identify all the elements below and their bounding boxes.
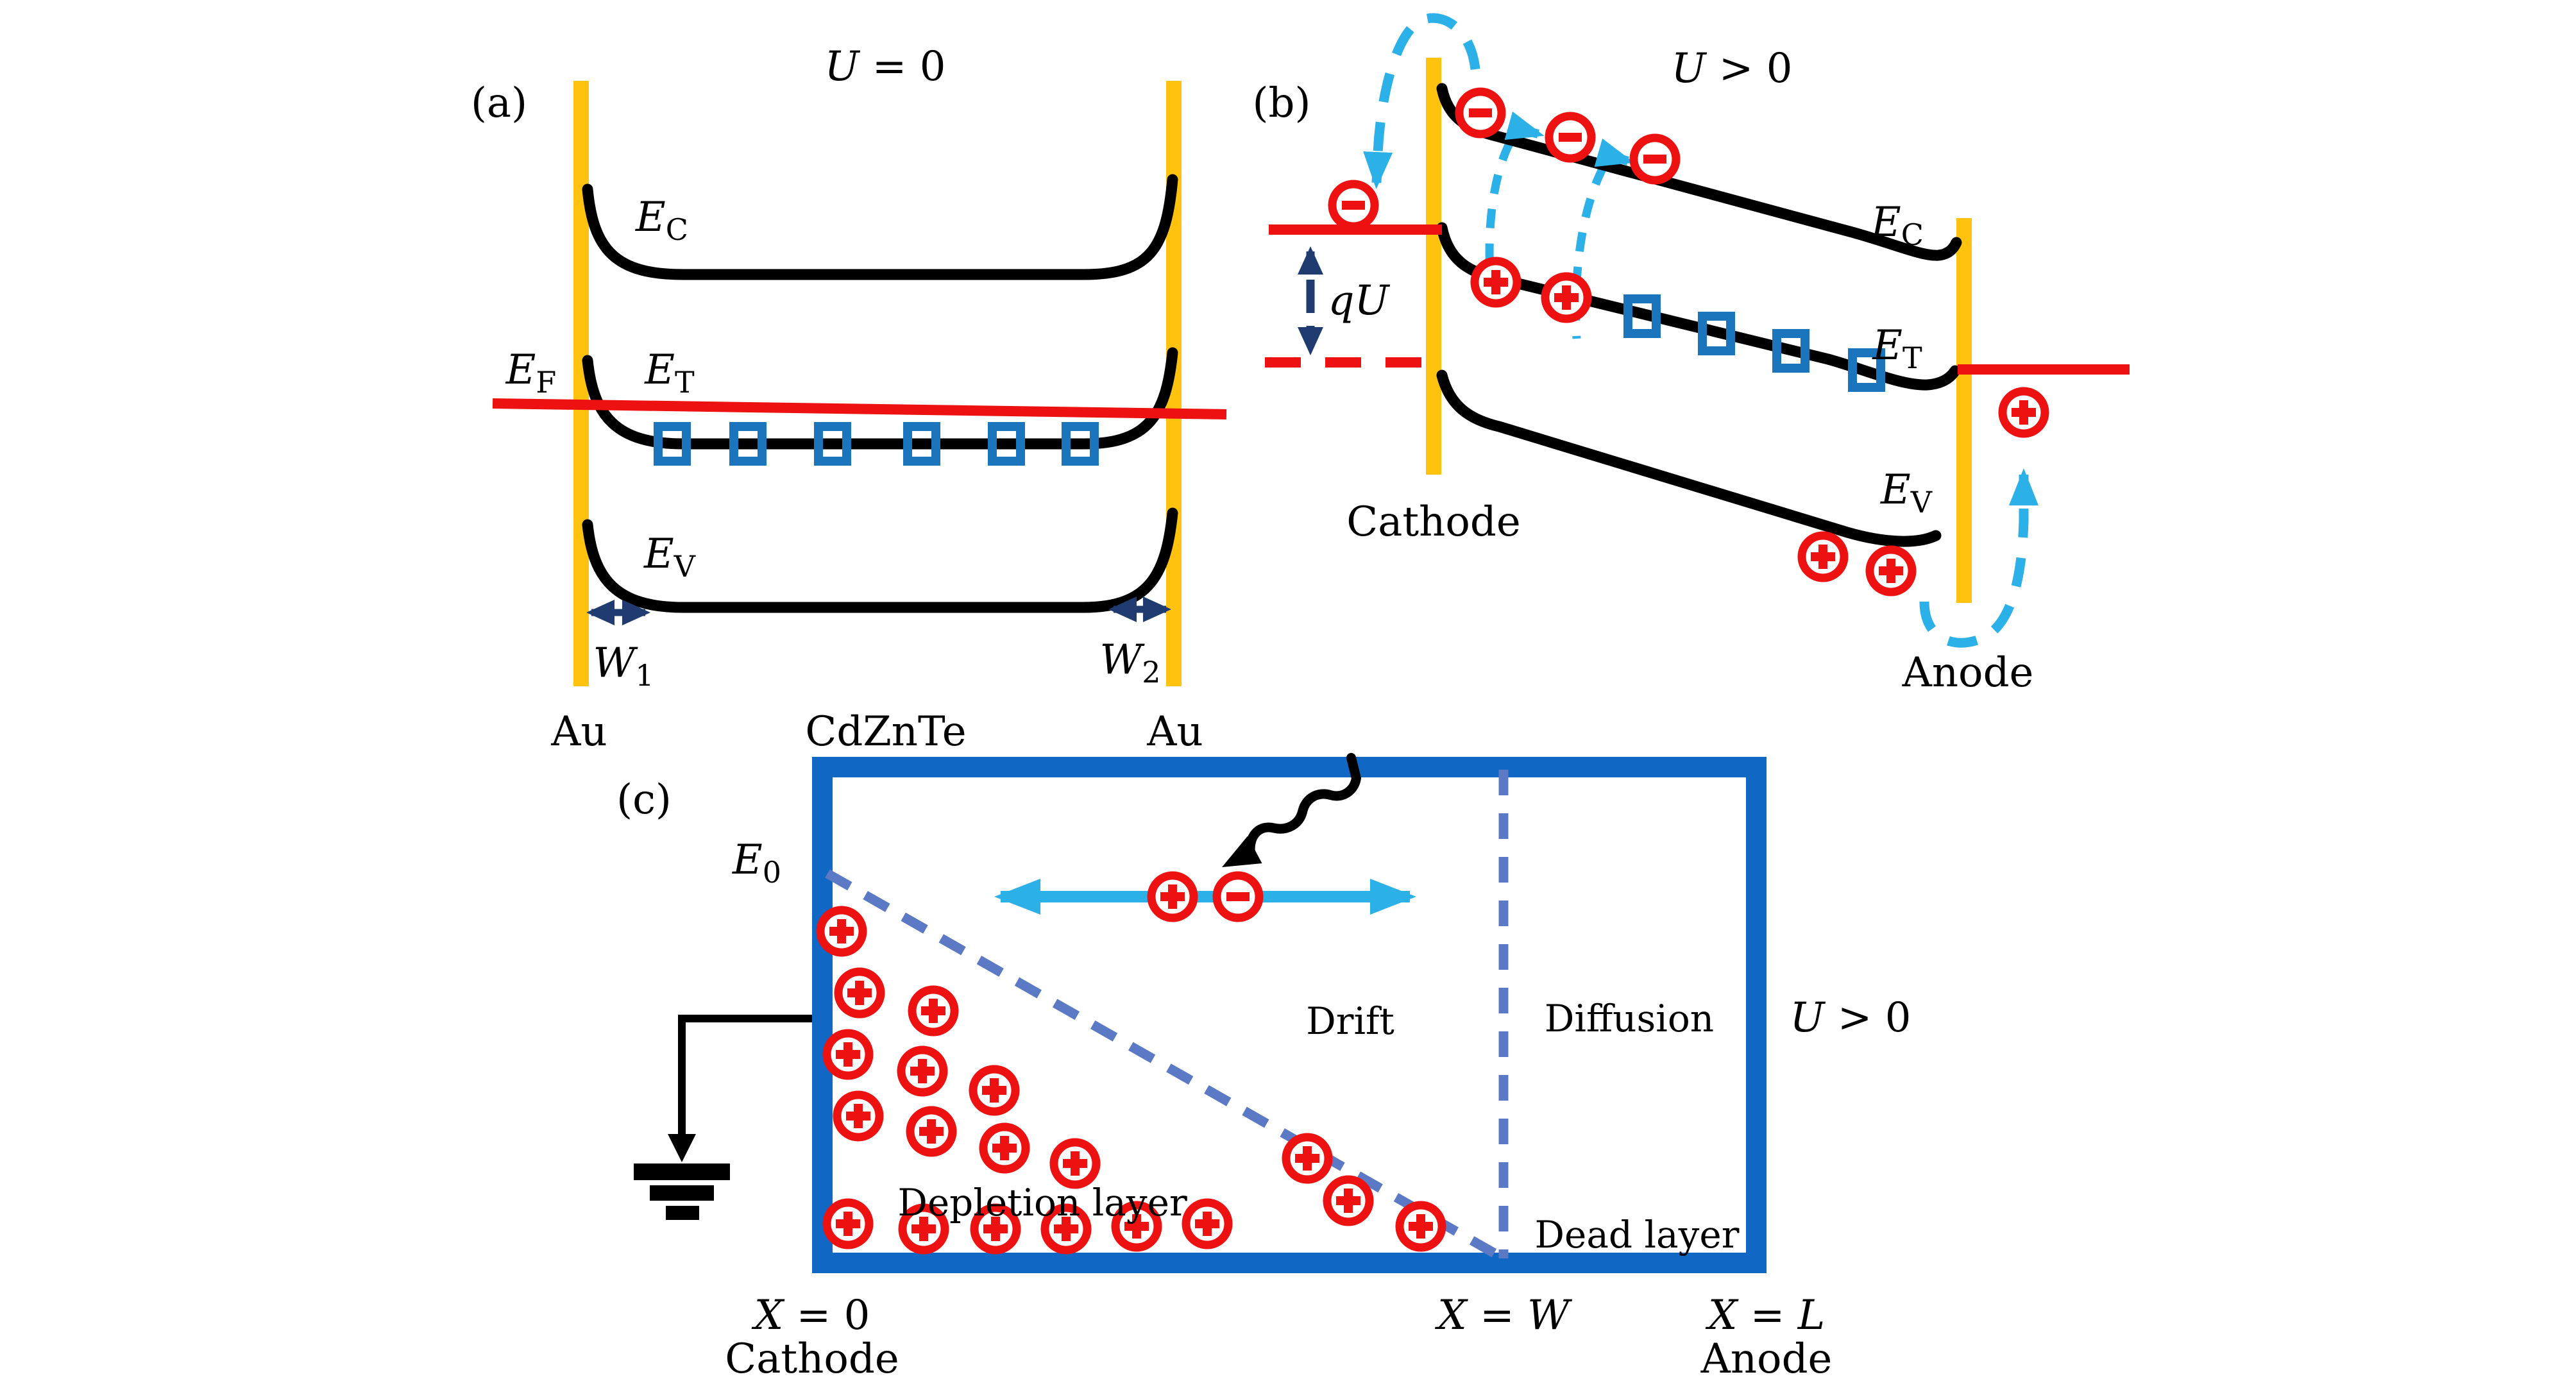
ground-icon — [634, 1163, 730, 1220]
ev-label: EV — [1880, 466, 1933, 520]
ev-label: EV — [643, 530, 696, 584]
cathode-label: Cathode — [1346, 498, 1520, 546]
hole-plus-icon — [1400, 1205, 1442, 1248]
panel-c-label: (c) — [616, 776, 672, 824]
electron-minus-icon — [1217, 876, 1259, 918]
hole-plus-icon — [1870, 550, 1912, 592]
ground-wire — [678, 1015, 812, 1137]
ec-label: EC — [1870, 199, 1924, 252]
e0-label: E0 — [732, 836, 781, 890]
panel-b: (b) U > 0 qU EC ET EV Cathode Anode — [1253, 13, 2130, 697]
x0-label: X = 0 — [751, 1292, 870, 1339]
trap-level-curve — [1436, 222, 1961, 391]
detector-body — [812, 757, 1767, 1273]
hole-plus-icon — [910, 1110, 953, 1153]
panel-b-title: U > 0 — [1672, 45, 1793, 92]
hole-plus-icon — [973, 1069, 1015, 1112]
hole-plus-icon — [837, 1095, 879, 1137]
ec-label: EC — [635, 194, 688, 247]
hole-plus-icon — [1545, 276, 1588, 319]
hole-plus-icon — [983, 1127, 1026, 1169]
et-label: ET — [1872, 322, 1922, 375]
panel-a: (a) U = 0 EC EF ET EV W1 W2 Au CdZnTe Au — [471, 43, 1227, 756]
hole-plus-icon — [1802, 536, 1844, 578]
electron-minus-icon — [1332, 184, 1375, 226]
drift-arrow-icon — [1504, 111, 1545, 140]
electron-minus-icon — [1459, 92, 1502, 134]
panel-c: (c) — [616, 752, 1911, 1379]
hole-plus-icon — [820, 910, 863, 952]
depletion-layer-label: Depletion layer — [897, 1181, 1187, 1224]
xl-label: X = L — [1705, 1292, 1825, 1339]
material-label: CdZnTe — [805, 708, 966, 756]
valence-band-curve — [1436, 369, 1942, 547]
hole-injection-arc — [1919, 468, 2038, 648]
au-right-label: Au — [1146, 708, 1203, 756]
hole-plus-icon — [838, 972, 881, 1014]
photon-wavy-arrow-icon — [1222, 752, 1362, 867]
trapping-path-arc — [1485, 140, 1514, 301]
w2-label: W2 — [1099, 636, 1160, 690]
anode-label: Anode — [1700, 1335, 1833, 1379]
cathode-electrode-bar — [1426, 58, 1441, 475]
valence-band-curve — [582, 507, 1178, 613]
cathode-label: Cathode — [725, 1335, 899, 1379]
et-label: ET — [644, 346, 695, 400]
ef-label: EF — [505, 346, 557, 400]
hole-plus-icon — [1327, 1180, 1369, 1222]
hole-plus-icon — [901, 1050, 944, 1092]
ground-arrow — [668, 1134, 696, 1162]
hole-plus-icon — [2003, 391, 2045, 434]
diffusion-region-label: Diffusion — [1545, 997, 1714, 1040]
xw-label: X = W — [1434, 1292, 1573, 1339]
panel-a-title: U = 0 — [825, 43, 946, 90]
panel-a-label: (a) — [471, 80, 527, 127]
bias-label: U > 0 — [1790, 994, 1911, 1042]
qu-label: qU — [1328, 277, 1391, 325]
anode-label: Anode — [1902, 649, 2034, 697]
hole-plus-icon — [1151, 876, 1194, 918]
panel-b-label: (b) — [1253, 80, 1311, 127]
hole-plus-icon — [827, 1203, 869, 1245]
electron-minus-icon — [1549, 116, 1591, 158]
conduction-band-curve — [582, 174, 1178, 280]
dead-layer-label: Dead layer — [1535, 1213, 1740, 1256]
anode-electrode-bar — [1956, 218, 1972, 603]
hole-plus-icon — [1054, 1142, 1096, 1185]
au-left-label: Au — [550, 708, 607, 756]
fermi-level-line — [492, 398, 1227, 419]
w1-label: W1 — [593, 639, 654, 693]
hole-plus-icon — [912, 990, 954, 1032]
drift-region-label: Drift — [1306, 999, 1394, 1043]
hole-plus-icon — [1475, 261, 1517, 303]
hole-plus-icon — [1286, 1137, 1328, 1180]
drift-arrow-icon — [1594, 138, 1634, 167]
hole-plus-icon — [827, 1033, 869, 1076]
electron-minus-icon — [1634, 138, 1676, 180]
hole-plus-icon — [1186, 1203, 1228, 1245]
